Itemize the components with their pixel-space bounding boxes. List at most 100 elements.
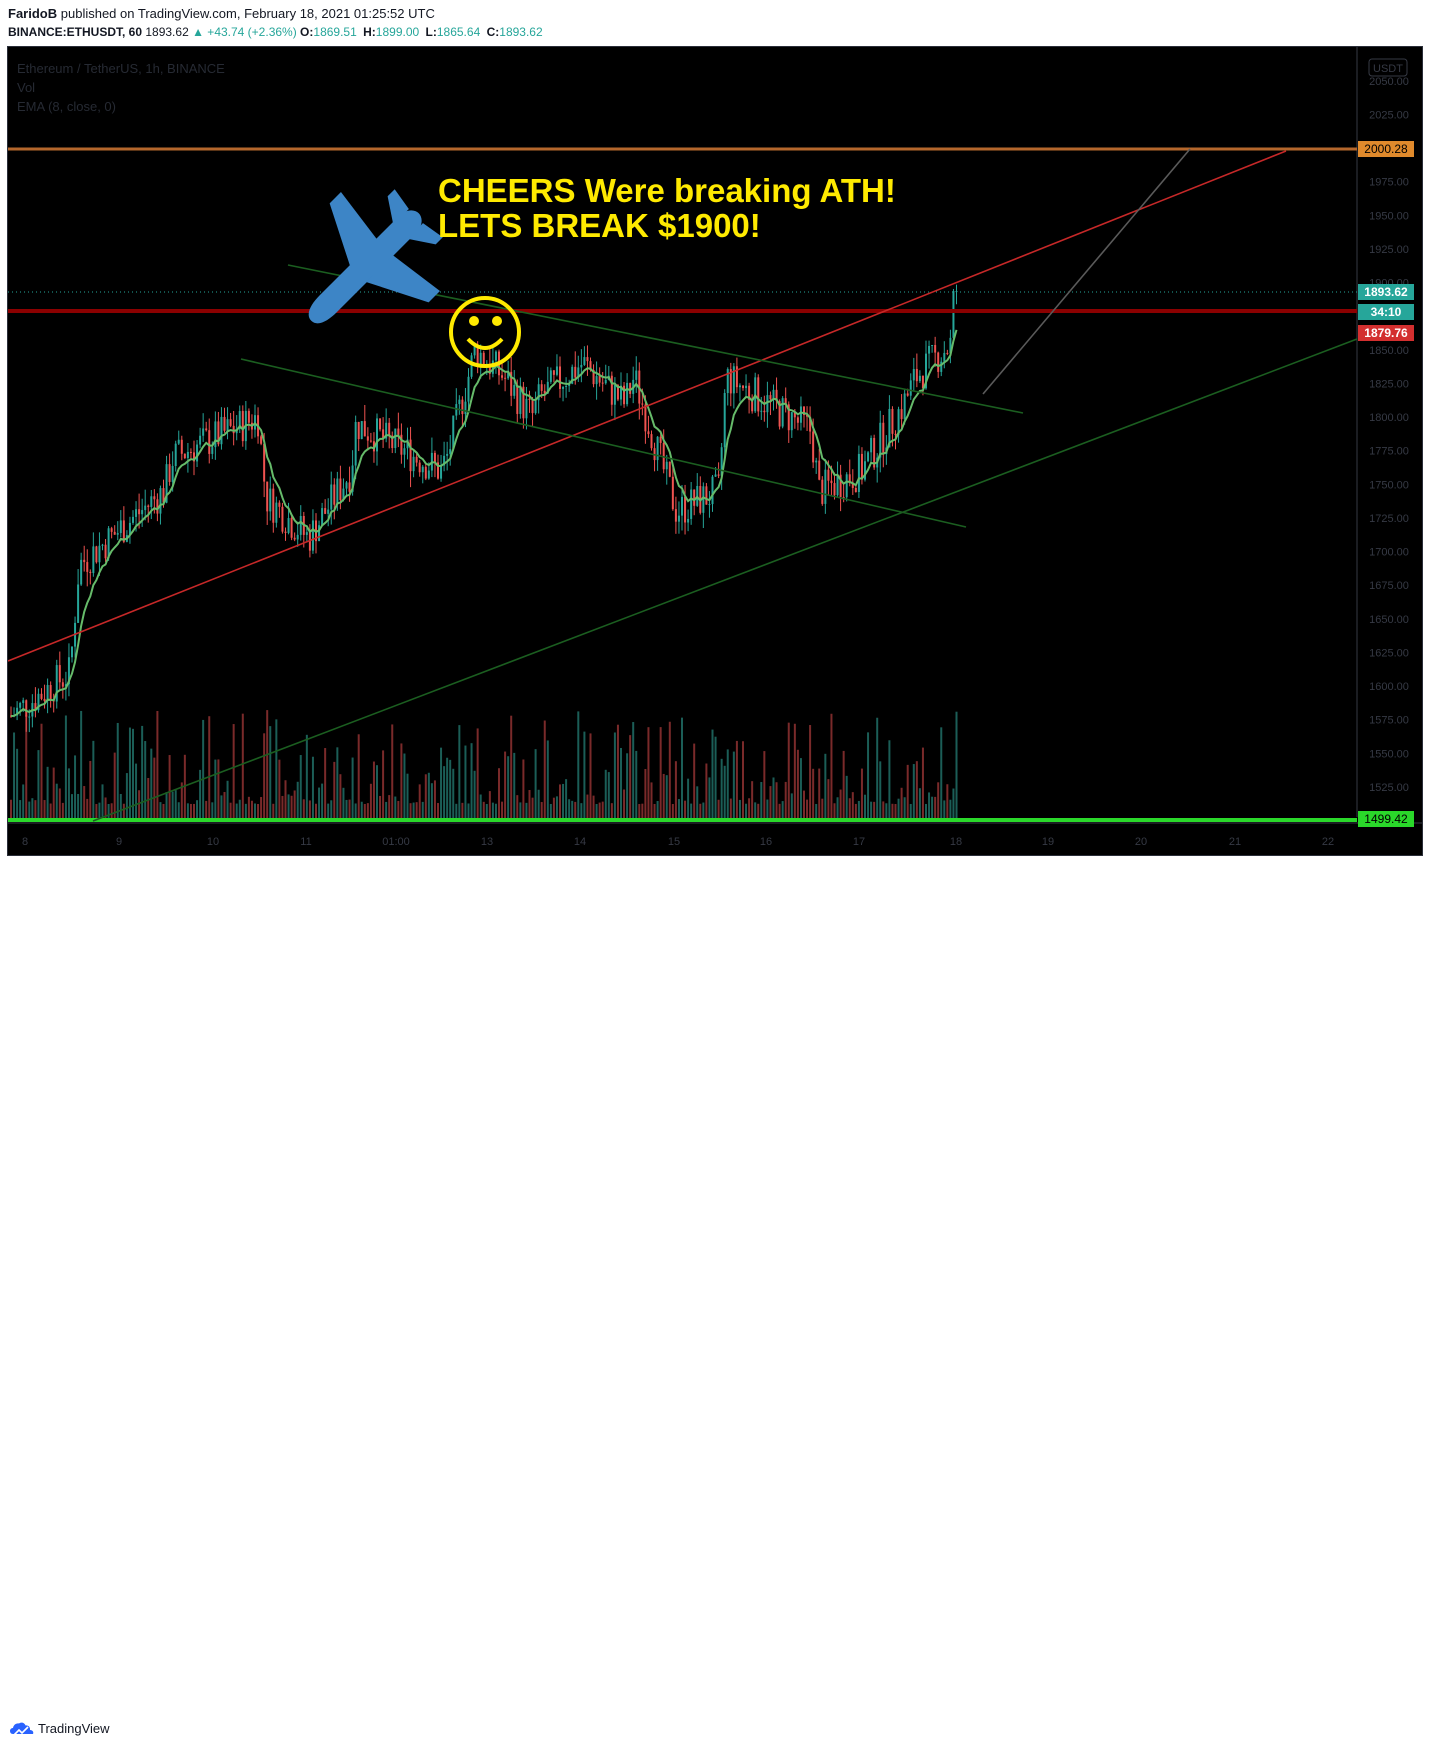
candle-body xyxy=(531,400,534,414)
volume-bar xyxy=(153,757,156,819)
low-label: L: xyxy=(425,25,437,39)
volume-bar xyxy=(305,734,308,819)
candle-body xyxy=(565,385,568,387)
candle-body xyxy=(784,398,787,405)
candle-body xyxy=(98,545,101,563)
volume-bar xyxy=(476,728,479,819)
candle-body xyxy=(22,700,25,703)
symbol-label: BINANCE:ETHUSDT, 60 xyxy=(8,25,143,39)
volume-bar xyxy=(440,747,443,819)
volume-bar xyxy=(601,801,604,819)
candle-body xyxy=(64,684,67,687)
author-name[interactable]: FaridoB xyxy=(8,6,58,21)
candle-body xyxy=(363,421,366,437)
candle-body xyxy=(559,366,561,389)
candlesticks xyxy=(10,284,958,733)
candle-body xyxy=(906,393,909,396)
candle-body xyxy=(403,448,406,455)
candle-body xyxy=(775,389,778,402)
candle-body xyxy=(19,702,22,708)
volume-bar xyxy=(174,790,177,819)
candle-body xyxy=(455,404,458,416)
price-tag-bg xyxy=(1358,304,1414,320)
candle-body xyxy=(857,453,860,493)
candle-body xyxy=(513,385,516,396)
candle-body xyxy=(324,508,327,514)
volume-bar xyxy=(549,803,552,819)
candle-body xyxy=(208,430,211,454)
candle-body xyxy=(345,482,348,489)
price-chart[interactable]: CHEERS Were breaking ATH! LETS BREAK $19… xyxy=(7,47,1422,855)
volume-bar xyxy=(882,801,885,819)
volume-bar xyxy=(449,759,452,819)
time-axis[interactable]: 8 9 10 11 01:00 13 14 15 16 17 18 19 20 21 22 xyxy=(22,836,1334,848)
volume-bar xyxy=(699,803,702,819)
price-tick-label: 1525.00 xyxy=(1369,782,1409,794)
candle-body xyxy=(616,385,619,400)
tradingview-logo-icon[interactable] xyxy=(10,1722,34,1738)
volume-bar xyxy=(934,796,937,819)
volume-bar xyxy=(888,740,891,819)
price-tick-label: 1700.00 xyxy=(1369,547,1409,559)
volume-bar xyxy=(540,802,543,819)
candle-body xyxy=(55,665,58,702)
candle-body xyxy=(281,506,284,532)
candle-body xyxy=(659,436,662,443)
candle-body xyxy=(385,422,388,439)
volume-bar xyxy=(818,768,821,819)
candle-body xyxy=(501,375,504,378)
volume-bar xyxy=(494,803,497,819)
candle-body xyxy=(247,410,250,423)
candle-body xyxy=(708,504,711,506)
volume-bar xyxy=(409,803,412,819)
chart-area[interactable]: CHEERS Were breaking ATH! LETS BREAK $19… xyxy=(7,46,1423,856)
red-trendline[interactable] xyxy=(7,150,1287,662)
volume-bar xyxy=(104,797,107,819)
volume-bar xyxy=(857,800,860,819)
volume-bar xyxy=(64,715,67,819)
publish-line: FaridoB published on TradingView.com, Fe… xyxy=(8,6,435,21)
volume-bar xyxy=(592,795,595,819)
green-support-trendline[interactable] xyxy=(92,338,1358,822)
volume-bar xyxy=(132,728,134,819)
currency-badge[interactable]: USDT xyxy=(1368,58,1408,77)
volume-bar xyxy=(714,736,717,819)
time-tick-label: 11 xyxy=(300,836,311,848)
candle-body xyxy=(104,544,107,559)
tradingview-brand[interactable]: TradingView xyxy=(38,1721,110,1736)
candle-body xyxy=(623,385,626,405)
candle-body xyxy=(174,443,177,466)
candle-body xyxy=(177,439,180,444)
volume-bar xyxy=(803,790,805,819)
candle-body xyxy=(366,436,369,441)
volume-bar xyxy=(531,797,534,819)
volume-bar xyxy=(180,782,183,819)
candle-body xyxy=(400,434,403,455)
candle-body xyxy=(107,528,110,559)
candle-body xyxy=(937,352,940,372)
candle-body xyxy=(796,417,799,423)
candle-body xyxy=(376,418,378,452)
volume-bar xyxy=(336,747,339,819)
candle-body xyxy=(949,337,952,354)
candle-body xyxy=(391,435,394,449)
candle-body xyxy=(851,483,854,488)
price-tag-bg xyxy=(1358,141,1414,157)
candle-body xyxy=(226,419,229,431)
candle-body xyxy=(824,469,827,504)
price-axis[interactable]: 2050.002025.001975.001950.001925.001900.… xyxy=(1369,76,1409,794)
annotation-line-1[interactable]: CHEERS Were breaking ATH! xyxy=(438,172,896,209)
volume-bar xyxy=(848,798,851,819)
candle-body xyxy=(369,440,372,442)
candle-body xyxy=(595,376,598,385)
candle-body xyxy=(284,531,287,533)
candle-body xyxy=(830,480,833,484)
channel-lower-line[interactable] xyxy=(240,358,967,528)
volume-bar xyxy=(921,747,924,819)
annotation-line-2[interactable]: LETS BREAK $1900! xyxy=(438,207,761,244)
candle-body xyxy=(854,487,857,493)
projection-line[interactable] xyxy=(982,148,1191,395)
volume-bar xyxy=(613,732,616,819)
candle-body xyxy=(790,412,793,431)
candle-body xyxy=(202,428,205,436)
